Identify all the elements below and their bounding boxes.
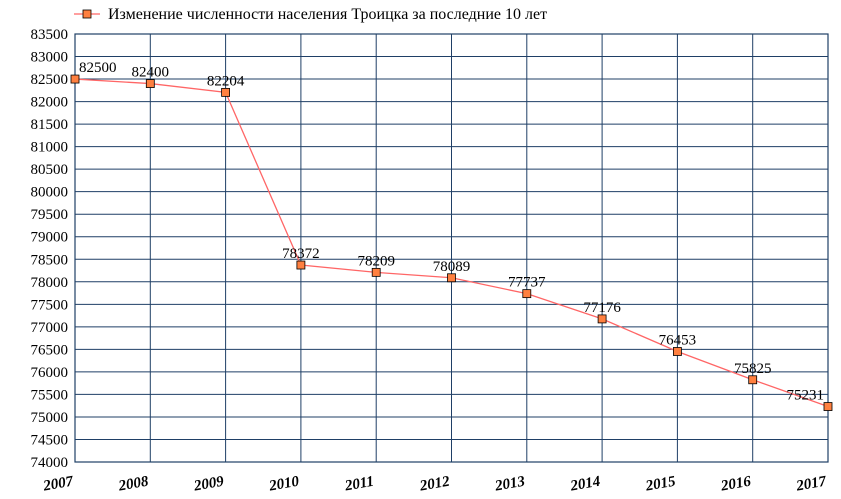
legend-marker-sample (82, 9, 92, 19)
y-tick-label: 82000 (31, 95, 69, 111)
x-tick-label: 2012 (418, 473, 452, 494)
data-label: 78209 (357, 253, 395, 269)
data-point-marker (371, 267, 381, 277)
legend: Изменение численности населения Троицка … (74, 6, 547, 23)
y-tick-label: 81000 (31, 140, 69, 156)
y-tick-label: 74500 (31, 432, 69, 448)
data-labels: 82500 82400 82204 78372 78209 78089 77737 77176… (79, 60, 824, 403)
y-axis-ticks: 83500 83000 82500 82000 81500 81000 80500 80000… (31, 27, 69, 471)
x-tick-label: 2007 (41, 473, 75, 494)
x-tick-label: 2010 (267, 473, 301, 494)
data-point-marker (70, 74, 80, 84)
data-point-marker (447, 273, 456, 283)
data-point-marker (823, 402, 833, 411)
data-point-marker (522, 289, 532, 299)
data-label: 75825 (734, 361, 772, 377)
data-label: 82500 (79, 60, 117, 76)
x-tick-label: 2015 (644, 473, 678, 494)
data-label: 78372 (282, 246, 320, 262)
y-tick-label: 82500 (31, 72, 69, 88)
y-tick-label: 80000 (31, 185, 69, 201)
x-tick-label: 2014 (568, 473, 602, 494)
y-tick-label: 75500 (31, 387, 69, 403)
y-tick-label: 79500 (31, 207, 69, 223)
y-tick-label: 83000 (31, 50, 69, 66)
x-tick-label: 2016 (719, 473, 753, 494)
plot-frame (74, 33, 829, 463)
data-point-marker (673, 347, 682, 356)
y-tick-label: 80500 (31, 162, 69, 178)
x-tick-label: 2017 (794, 473, 828, 494)
y-tick-label: 74000 (31, 455, 69, 471)
data-label: 77176 (583, 300, 621, 316)
data-label: 82400 (132, 65, 170, 81)
data-point-marker (145, 79, 155, 88)
y-tick-label: 77000 (31, 320, 69, 336)
data-point-marker (597, 314, 607, 324)
y-tick-label: 83500 (31, 27, 69, 43)
y-tick-label: 81500 (31, 117, 69, 133)
y-tick-label: 79000 (31, 230, 69, 246)
data-label: 78089 (433, 259, 471, 275)
y-tick-label: 76000 (31, 365, 69, 381)
x-tick-label: 2009 (192, 473, 226, 494)
series-population (70, 74, 833, 411)
y-tick-label: 78000 (31, 275, 69, 291)
y-tick-label: 78500 (31, 252, 69, 268)
data-label: 77737 (508, 275, 546, 291)
x-tick-label: 2011 (343, 474, 376, 495)
data-label: 75231 (787, 388, 825, 404)
y-tick-label: 77500 (31, 297, 69, 313)
x-tick-label: 2013 (493, 473, 527, 494)
data-point-marker (296, 260, 306, 270)
data-label: 82204 (207, 73, 245, 89)
legend-label: Изменение численности населения Троицка … (108, 6, 547, 23)
data-point-marker (748, 375, 758, 385)
y-tick-label: 76500 (31, 342, 69, 358)
data-label: 76453 (659, 332, 697, 348)
grid (74, 33, 829, 463)
x-tick-label: 2008 (116, 473, 150, 494)
x-axis-ticks: 2007 2008 2009 2010 2011 2012 2013 2014 2015 2016… (41, 473, 828, 494)
data-point-marker (221, 87, 231, 97)
y-tick-label: 75000 (31, 410, 69, 426)
